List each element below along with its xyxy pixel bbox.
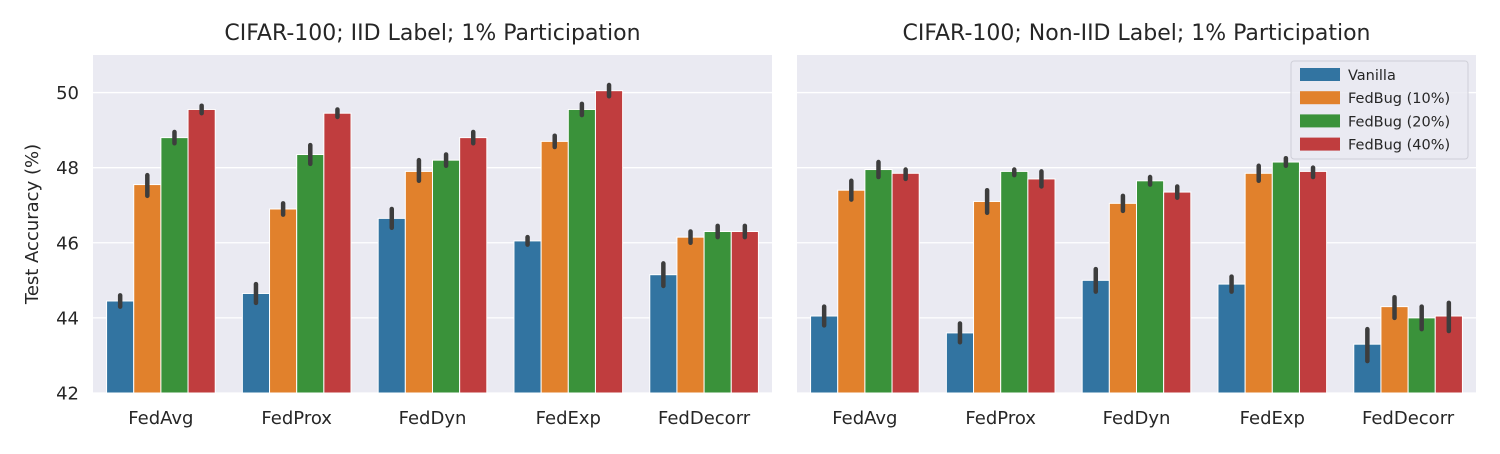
bar: [649, 274, 678, 394]
legend: Vanilla FedBug (10%) FedBug (20%) FedBug (4…: [1290, 60, 1469, 160]
y-tick-label: 42: [56, 384, 79, 405]
bar: [1027, 178, 1056, 394]
bar: [404, 170, 433, 394]
bar: [1081, 279, 1110, 394]
bar: [864, 169, 893, 394]
bar: [133, 184, 162, 394]
legend-label: FedBug (10%): [1348, 91, 1450, 107]
chart-title: CIFAR-100; IID Label; 1% Participation: [224, 21, 640, 46]
bar: [594, 90, 624, 394]
x-tick-label: FedProx: [261, 408, 332, 429]
bar: [296, 154, 325, 394]
bar: [1136, 180, 1165, 394]
x-tick-label: FedExp: [1240, 408, 1305, 429]
bar: [106, 300, 135, 394]
y-tick-label: 46: [56, 233, 79, 254]
chart-panel-1: 42 44 46 48 50 FedAvg FedProx FedDyn FedExp FedDe…: [22, 21, 772, 429]
bar: [1000, 170, 1029, 394]
bar: [1217, 283, 1246, 394]
bar: [703, 231, 732, 394]
y-tick-label: 48: [56, 158, 79, 179]
bar: [1108, 202, 1137, 394]
bar: [323, 112, 352, 394]
x-tick-label: FedDecorr: [658, 408, 751, 429]
bar: [377, 217, 406, 394]
bar: [891, 172, 920, 394]
x-tick-label: FedProx: [965, 408, 1036, 429]
bar: [459, 137, 488, 394]
bar: [269, 208, 298, 394]
y-tick-label: 44: [56, 308, 79, 329]
x-tick-label: FedDyn: [399, 408, 467, 429]
legend-swatch: [1300, 137, 1340, 151]
legend-swatch: [1300, 114, 1340, 128]
bar: [676, 236, 705, 394]
x-tick-label: FedExp: [536, 408, 601, 429]
bar: [513, 240, 542, 394]
bar: [1298, 170, 1328, 394]
legend-box: [1290, 60, 1469, 160]
bar: [973, 200, 1002, 394]
x-tick-label: FedAvg: [128, 408, 193, 429]
x-tick-label: FedDyn: [1103, 408, 1171, 429]
bar: [1163, 191, 1192, 394]
bar: [540, 140, 569, 394]
bar: [1244, 172, 1273, 394]
bar: [730, 231, 759, 394]
chart-panel-2: FedAvg FedProx FedDyn FedExp FedDecorr CIFAR-…: [797, 21, 1476, 429]
bar: [241, 292, 271, 394]
legend-label: FedBug (40%): [1348, 138, 1450, 154]
y-tick-label: 50: [56, 83, 79, 104]
chart-title: CIFAR-100; Non-IID Label; 1% Participati…: [903, 21, 1371, 46]
legend-label: Vanilla: [1348, 68, 1396, 84]
y-axis-label: Test Accuracy (%): [22, 144, 43, 305]
bar: [567, 108, 596, 394]
bar: [432, 159, 461, 394]
legend-swatch: [1300, 68, 1340, 81]
bar: [810, 315, 839, 394]
bar: [1380, 306, 1409, 394]
bar: [160, 137, 189, 394]
bar: [837, 189, 866, 394]
bar: [1271, 161, 1300, 394]
legend-label: FedBug (20%): [1348, 114, 1450, 130]
bar: [187, 108, 216, 394]
x-tick-label: FedAvg: [832, 408, 897, 429]
x-tick-label: FedDecorr: [1362, 408, 1455, 429]
legend-swatch: [1300, 91, 1340, 105]
